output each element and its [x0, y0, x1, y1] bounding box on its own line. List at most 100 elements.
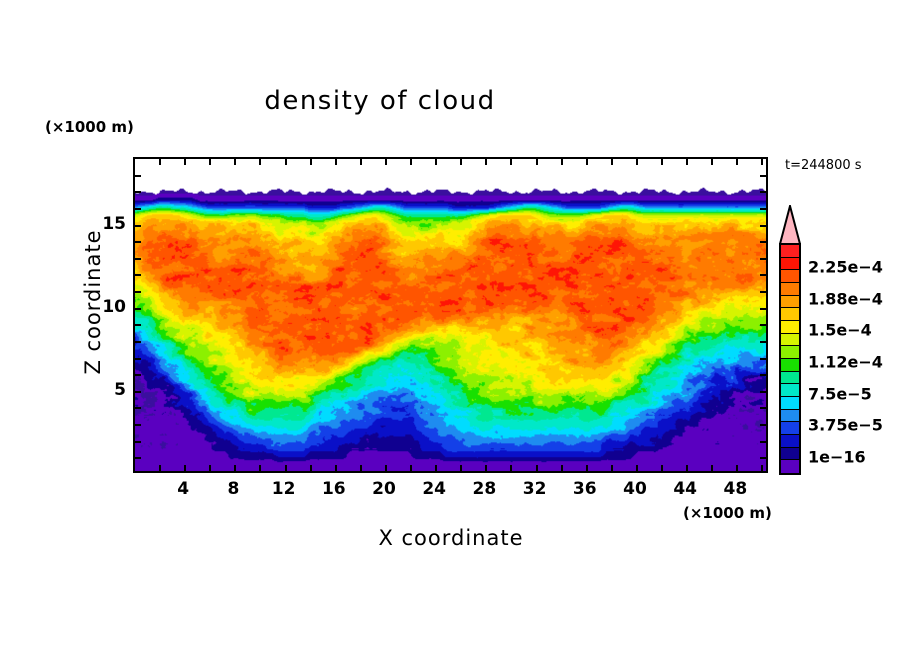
x-tick-label: 12	[271, 479, 296, 499]
y-tick	[760, 241, 766, 244]
y-tick	[760, 340, 766, 343]
colorbar-band	[781, 295, 799, 309]
x-tick	[309, 159, 312, 165]
y-tick	[760, 407, 766, 410]
x-tick	[359, 465, 362, 471]
colorbar-band	[781, 422, 799, 435]
y-tick	[135, 207, 141, 210]
y-tick	[760, 207, 766, 210]
x-tick	[384, 465, 387, 471]
x-tick-label: 16	[321, 479, 346, 499]
x-tick	[635, 465, 638, 471]
y-tick	[135, 407, 141, 410]
colorbar-bands	[779, 243, 801, 475]
x-tick	[560, 159, 563, 165]
colorbar-tick-label: 1.5e−4	[808, 320, 872, 340]
time-annotation: t=244800 s	[785, 158, 862, 173]
colorbar-band	[781, 434, 799, 448]
y-tick	[760, 191, 766, 194]
y-tick	[135, 357, 141, 360]
y-tick	[760, 390, 766, 393]
y-tick	[760, 440, 766, 443]
x-tick	[410, 465, 413, 471]
x-tick	[359, 159, 362, 165]
x-tick	[585, 465, 588, 471]
x-tick	[284, 465, 287, 471]
x-tick-label: 44	[673, 479, 698, 499]
y-tick	[760, 357, 766, 360]
y-tick	[760, 274, 766, 277]
x-tick	[209, 465, 212, 471]
x-tick	[535, 159, 538, 165]
y-tick	[135, 191, 141, 194]
y-tick-label: 10	[102, 296, 126, 317]
colorbar[interactable]	[778, 202, 802, 475]
colorbar-band	[781, 257, 799, 271]
x-tick	[736, 465, 739, 471]
x-tick	[159, 159, 162, 165]
x-tick	[460, 465, 463, 471]
colorbar-tick-label: 7.5e−5	[808, 384, 872, 404]
x-tick	[510, 159, 513, 165]
x-tick	[334, 465, 337, 471]
x-tick-label: 4	[177, 479, 190, 499]
colorbar-tick-label: 1.88e−4	[808, 289, 883, 309]
x-tick	[686, 159, 689, 165]
x-tick	[535, 465, 538, 471]
x-tick	[284, 159, 287, 165]
x-tick	[209, 159, 212, 165]
colorbar-band	[781, 282, 799, 296]
x-tick	[661, 465, 664, 471]
x-tick-label: 40	[623, 479, 647, 499]
colorbar-band	[781, 384, 799, 397]
y-tick	[760, 307, 766, 310]
colorbar-overflow-tip	[778, 202, 802, 245]
x-tick	[736, 159, 739, 165]
colorbar-band	[781, 460, 799, 473]
y-tick-label: 15	[102, 213, 126, 234]
x-tick	[560, 465, 563, 471]
colorbar-tick-label: 1e−16	[808, 447, 866, 467]
x-tick	[460, 159, 463, 165]
colorbar-tick-label: 2.25e−4	[808, 257, 883, 277]
colorbar-tick-label: 1.12e−4	[808, 352, 883, 372]
colorbar-band	[781, 371, 799, 385]
y-tick	[135, 324, 141, 327]
x-tick	[259, 465, 262, 471]
y-tick	[135, 241, 141, 244]
colorbar-band	[781, 308, 799, 321]
x-tick-label: 28	[472, 479, 497, 499]
colorbar-band	[781, 409, 799, 423]
colorbar-band	[781, 358, 799, 372]
x-tick	[234, 465, 237, 471]
y-tick	[135, 274, 141, 277]
y-tick	[135, 291, 141, 294]
x-tick	[610, 159, 613, 165]
colorbar-band	[781, 320, 799, 334]
y-tick	[760, 174, 766, 177]
x-tick	[184, 465, 187, 471]
x-tick	[435, 465, 438, 471]
y-tick	[760, 224, 766, 227]
y-tick	[135, 257, 141, 260]
x-tick	[661, 159, 664, 165]
x-tick	[234, 159, 237, 165]
contour-plot-area[interactable]	[133, 157, 768, 473]
x-tick	[159, 465, 162, 471]
y-tick	[760, 291, 766, 294]
y-tick	[135, 340, 141, 343]
y-tick-label: 5	[114, 379, 126, 400]
page-title: density of cloud	[264, 86, 496, 116]
y-tick	[135, 424, 141, 427]
x-tick	[485, 159, 488, 165]
x-axis-unit-label: (×1000 m)	[683, 504, 772, 522]
colorbar-band	[781, 270, 799, 283]
y-axis-unit-label: (×1000 m)	[45, 118, 134, 136]
cloud-density-field	[135, 159, 766, 471]
x-tick	[610, 465, 613, 471]
x-tick	[435, 159, 438, 165]
x-tick-label: 36	[572, 479, 597, 499]
x-tick	[510, 465, 513, 471]
x-tick-label: 32	[522, 479, 547, 499]
x-tick-label: 8	[227, 479, 240, 499]
